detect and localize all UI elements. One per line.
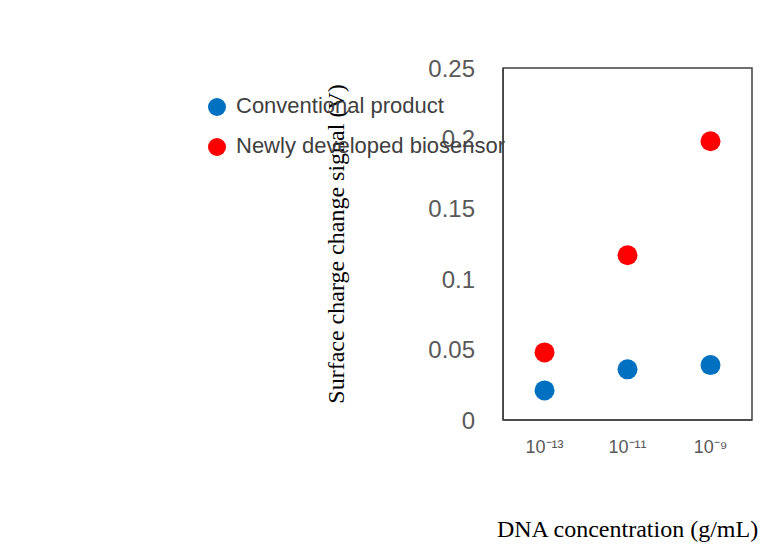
svg-text:10⁻¹¹: 10⁻¹¹ — [609, 437, 647, 457]
svg-text:Surface charge change signal (: Surface charge change signal (V) — [323, 84, 349, 403]
svg-text:10⁻⁹: 10⁻⁹ — [694, 437, 728, 457]
svg-text:0.25: 0.25 — [428, 55, 475, 82]
svg-text:0.05: 0.05 — [428, 336, 475, 363]
svg-text:0: 0 — [462, 407, 475, 434]
svg-text:0.15: 0.15 — [428, 195, 475, 222]
svg-text:DNA concentration (g/mL): DNA concentration (g/mL) — [497, 516, 758, 542]
svg-text:0.2: 0.2 — [442, 125, 475, 152]
svg-text:0.1: 0.1 — [442, 266, 475, 293]
svg-text:10⁻¹³: 10⁻¹³ — [526, 437, 564, 457]
